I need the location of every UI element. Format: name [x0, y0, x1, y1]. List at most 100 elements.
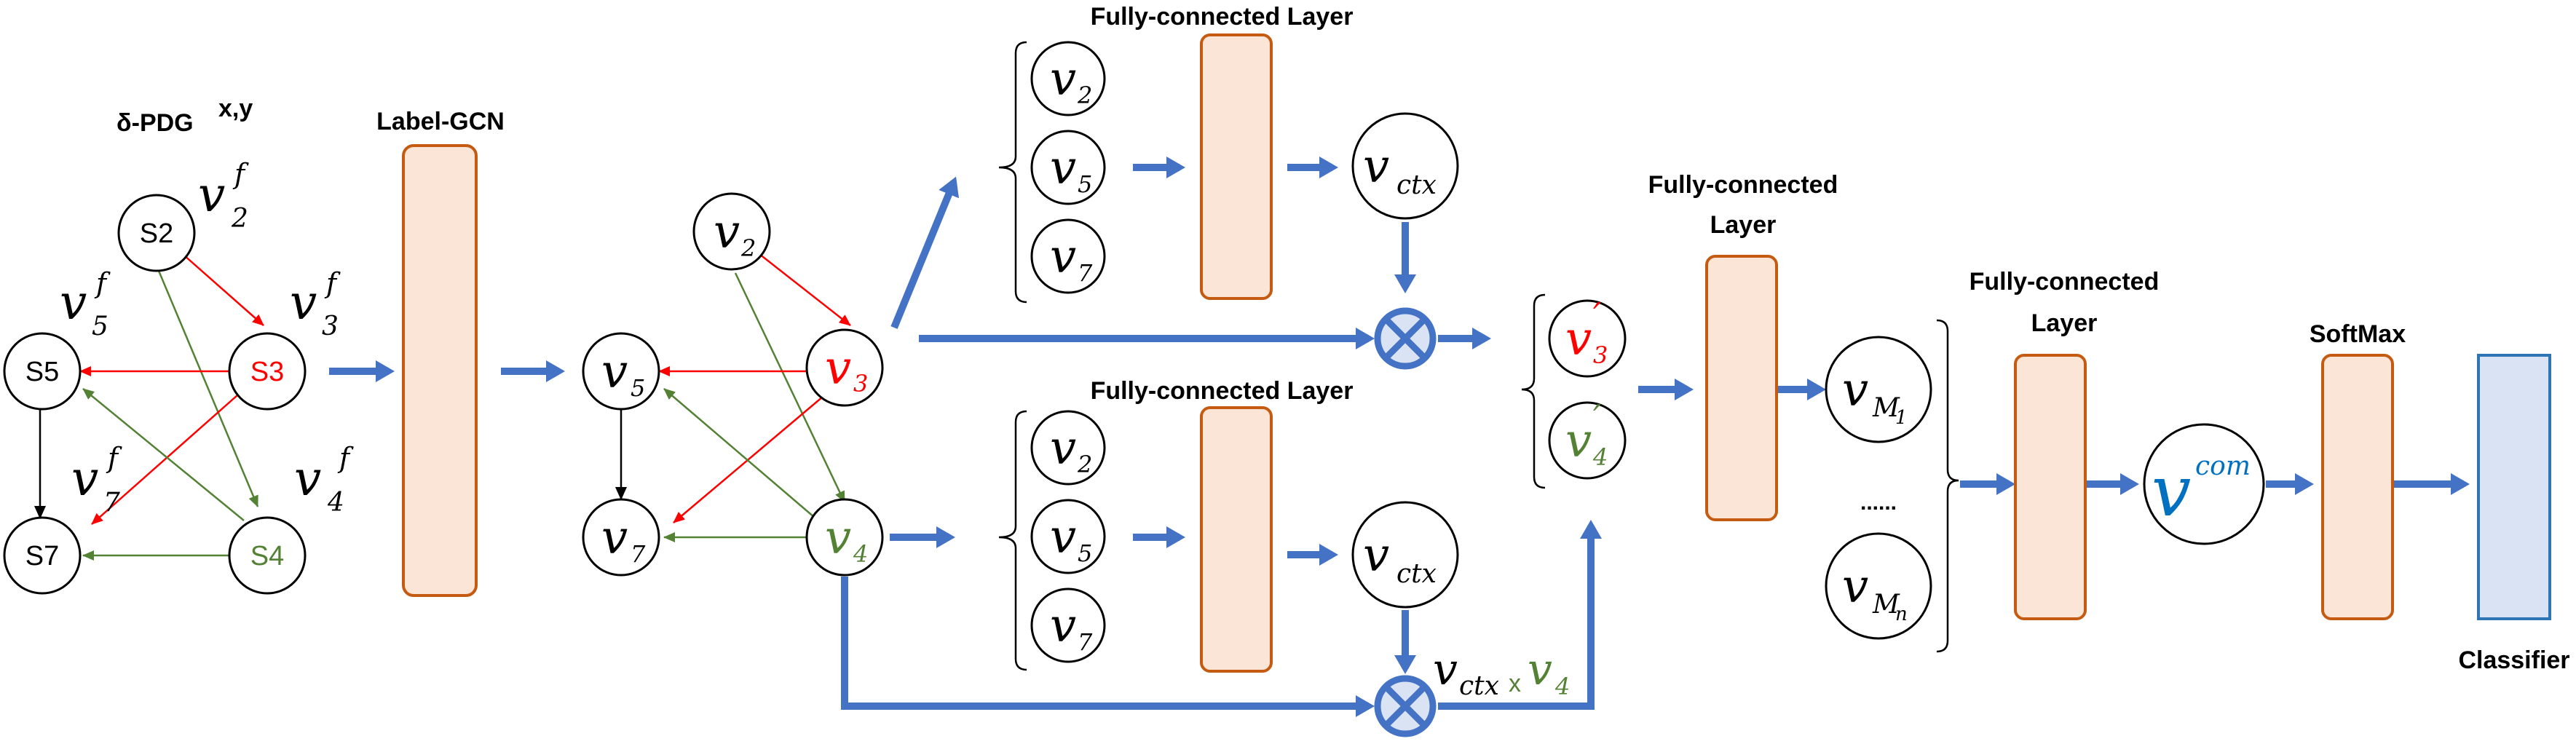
- svg-text:f: f: [337, 442, 354, 474]
- m-node-1: v M 1: [1825, 336, 1932, 443]
- bottom-set-v2: v 2: [1030, 410, 1106, 486]
- gcn-node-v2: v 2: [692, 192, 771, 271]
- arrow-v3-to-top-branch: [890, 176, 960, 329]
- multiply-icon-top: [1374, 307, 1437, 370]
- svg-text:4: 4: [327, 488, 344, 518]
- fc-middle-title-line1: Fully-connected: [1648, 171, 1838, 199]
- com-node: v com: [2143, 423, 2265, 545]
- svg-text:7: 7: [1078, 259, 1093, 287]
- svg-text:v: v: [60, 274, 87, 331]
- softmax-title: SoftMax: [2310, 320, 2406, 348]
- svg-text:3: 3: [1593, 341, 1608, 369]
- fc-top-layer: [1200, 33, 1273, 300]
- feature-label-v4f: v f 4: [294, 442, 354, 518]
- ctx-node-top: v ctx: [1351, 112, 1459, 220]
- svg-text:com: com: [2195, 451, 2251, 481]
- svg-text:3: 3: [853, 370, 868, 397]
- arrow-v4-to-multiply-bottom: [841, 577, 1375, 717]
- svg-text:ctx: ctx: [1396, 559, 1437, 589]
- feature-label-v5f: v f 5: [60, 267, 111, 341]
- svg-text:v: v: [71, 451, 98, 507]
- svg-text:ctx: ctx: [1459, 671, 1499, 701]
- fc-right-title-line1: Fully-connected: [1969, 268, 2160, 296]
- fc-middle-title-line2: Layer: [1710, 211, 1777, 239]
- pdg-title: δ-PDG x,y: [116, 95, 253, 137]
- ctx-times-v4-label: v ctx x v 4: [1433, 644, 1570, 701]
- svg-text:v: v: [1050, 230, 1076, 284]
- svg-text:5: 5: [92, 312, 108, 341]
- gcn-node-v7: v 7: [582, 498, 660, 577]
- pdg-node-s3: S3: [228, 332, 307, 411]
- svg-text:2: 2: [1077, 451, 1092, 478]
- edge-s4-s5: [82, 388, 245, 521]
- edge-s3-s7: [91, 389, 245, 525]
- svg-text:1: 1: [1895, 407, 1908, 429]
- svg-text:4: 4: [1554, 673, 1570, 700]
- svg-text:v: v: [1050, 599, 1076, 653]
- svg-text:v: v: [601, 345, 628, 399]
- top-set-v7: v 7: [1030, 218, 1106, 294]
- edge-v2-v4: [734, 272, 846, 503]
- classifier-box: [2477, 354, 2551, 620]
- svg-text:v: v: [1528, 644, 1552, 695]
- svg-text:v: v: [601, 511, 628, 565]
- svg-text:4: 4: [1592, 443, 1608, 471]
- svg-text:2: 2: [231, 204, 248, 234]
- pdg-node-s7: S7: [3, 516, 82, 595]
- svg-text:7: 7: [1078, 628, 1093, 656]
- feature-label-v3f: v f 3: [290, 267, 341, 341]
- fc-right-title-line2: Layer: [2031, 309, 2098, 337]
- svg-text:M: M: [1872, 590, 1900, 620]
- bottom-set-v7: v 7: [1030, 587, 1106, 663]
- fc-bottom-title: Fully-connected Layer: [1091, 377, 1354, 405]
- svg-text:v: v: [1842, 560, 1868, 614]
- svg-text:v: v: [198, 167, 225, 223]
- svg-text:v: v: [1050, 510, 1076, 564]
- brace-m-nodes: [1936, 319, 1959, 653]
- svg-text:n: n: [1895, 603, 1908, 625]
- svg-text:7: 7: [103, 488, 120, 518]
- svg-text:S7: S7: [25, 541, 59, 571]
- svg-text:f: f: [106, 442, 122, 474]
- svg-text:v: v: [1050, 422, 1076, 475]
- svg-text:3: 3: [322, 312, 339, 341]
- svg-text:v: v: [825, 511, 851, 565]
- svg-text:v: v: [2152, 451, 2191, 532]
- brace-primes: [1521, 293, 1546, 489]
- svg-text:f: f: [94, 267, 111, 299]
- svg-text:4: 4: [853, 540, 868, 568]
- multiply-icon-bottom: [1374, 675, 1437, 737]
- svg-text:S5: S5: [25, 357, 59, 387]
- edge-v4-v5: [663, 388, 821, 523]
- svg-text:′: ′: [1593, 296, 1601, 336]
- svg-text:v: v: [1565, 414, 1592, 468]
- svg-text:x: x: [1509, 670, 1521, 697]
- svg-text:v: v: [1842, 363, 1868, 417]
- bottom-set-v5: v 5: [1030, 499, 1106, 574]
- edge-s2-s4: [157, 270, 259, 507]
- classifier-title: Classifier: [2458, 646, 2569, 674]
- fc-right-layer: [2014, 354, 2087, 620]
- ctx-node-bottom: v ctx: [1351, 501, 1459, 609]
- svg-text:7: 7: [631, 540, 646, 568]
- feature-label-v2f: v f 2: [198, 158, 249, 234]
- svg-text:v: v: [294, 451, 321, 507]
- svg-text:v: v: [1050, 141, 1076, 195]
- gcn-node-v5: v 5: [582, 332, 660, 411]
- fc-bottom-layer: [1200, 406, 1273, 673]
- svg-text:v: v: [1565, 312, 1592, 366]
- svg-text:2: 2: [740, 234, 756, 262]
- svg-text:f: f: [232, 158, 249, 190]
- pdg-title-superscript: x,y: [218, 95, 253, 122]
- top-set-v5: v 5: [1030, 130, 1106, 205]
- svg-text:v: v: [1363, 140, 1389, 194]
- gcn-node-v4: v 4: [805, 498, 884, 577]
- label-gcn-layer: [402, 144, 478, 597]
- svg-text:f: f: [324, 267, 341, 299]
- svg-text:v: v: [825, 341, 851, 395]
- svg-text:2: 2: [1077, 82, 1092, 109]
- svg-text:S3: S3: [250, 357, 284, 387]
- top-set-v2: v 2: [1030, 41, 1106, 116]
